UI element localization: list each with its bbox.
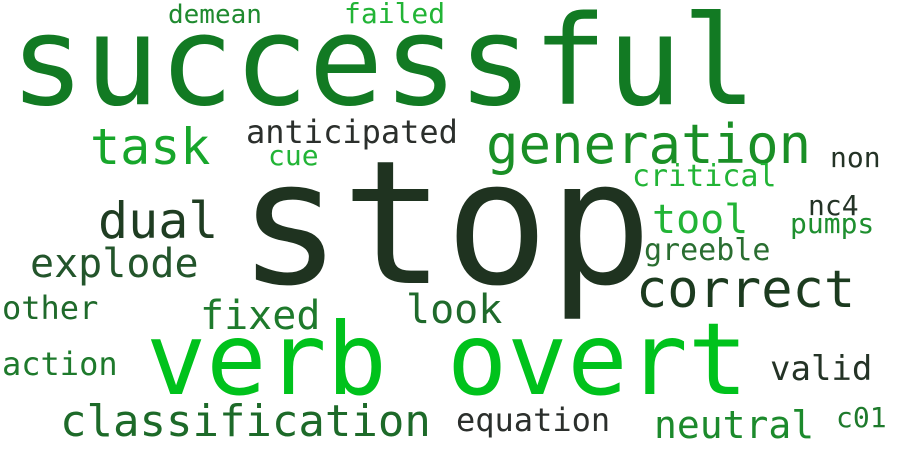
word-cue: cue [268, 139, 319, 172]
word-nc4: nc4 [808, 189, 859, 222]
word-anticipated: anticipated [246, 113, 458, 151]
word-correct: correct [636, 260, 856, 320]
word-classification: classification [60, 396, 431, 447]
word-fixed: fixed [200, 293, 321, 339]
word-other: other [2, 289, 99, 327]
word-non: non [830, 141, 881, 174]
word-valid: valid [770, 349, 873, 389]
word-generation: generation [486, 113, 812, 176]
word-greeble: greeble [644, 233, 771, 268]
word-task: task [90, 118, 211, 176]
word-explode: explode [30, 241, 199, 287]
word-tool: tool [652, 197, 749, 243]
word-stop: stop [238, 123, 653, 324]
word-failed: failed [344, 0, 446, 30]
word-action: action [2, 345, 118, 383]
word-equation: equation [456, 401, 611, 439]
word-verb-overt: verb overt [146, 301, 749, 418]
word-pumps: pumps [790, 207, 875, 240]
word-dual: dual [98, 192, 219, 250]
word-c01: c01 [836, 401, 887, 434]
word-critical: critical [632, 159, 777, 194]
word-look: look [406, 287, 503, 333]
word-demean: demean [168, 0, 262, 30]
word-successful: successful [10, 0, 757, 134]
word-neutral: neutral [654, 403, 815, 447]
